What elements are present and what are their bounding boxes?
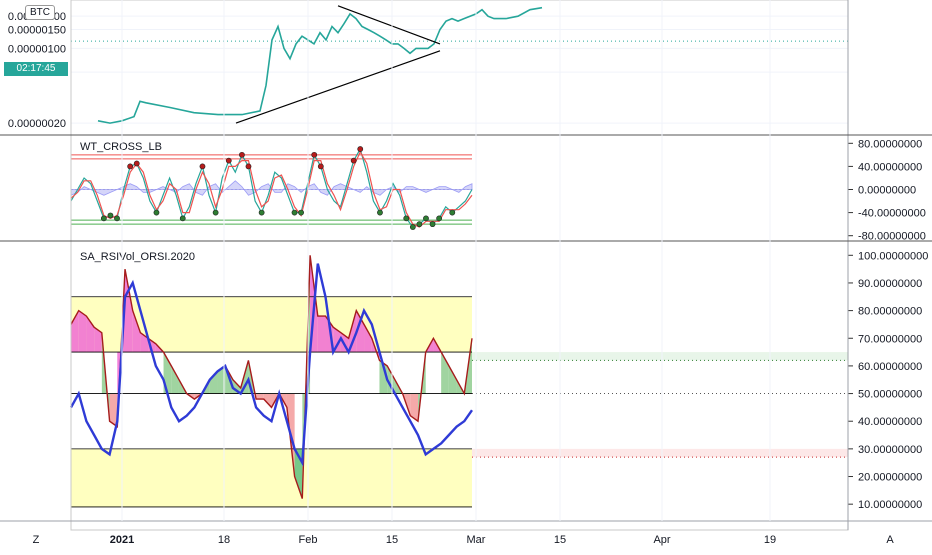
trendline-upper-series <box>337 5 441 45</box>
y-tick-label: 60.00000000 <box>858 361 922 373</box>
pane-title: SA_RSIVol_ORSI.2020 <box>80 251 195 263</box>
x-tick-label: Feb <box>299 534 318 546</box>
y-tick-label: 70.00000000 <box>858 333 922 345</box>
oversold-zone <box>71 448 472 507</box>
rsi-fill <box>94 327 102 353</box>
y-tick-label: 50.00000000 <box>858 389 922 401</box>
rsi-fill <box>171 365 179 394</box>
cross-dot <box>258 209 265 216</box>
y-tick-label: 100.00000000 <box>858 250 928 262</box>
x-axis: 2021 18 Feb 15 Mar 15 Apr 19 Z A <box>33 534 895 546</box>
rsi-fill <box>78 310 87 353</box>
cross-dot <box>127 163 134 170</box>
zoom-button-left[interactable]: Z <box>33 534 40 546</box>
x-tick-label: 19 <box>764 534 776 546</box>
cross-dot <box>225 157 232 164</box>
cross-dot <box>357 146 364 152</box>
cross-dot <box>199 163 206 170</box>
cross-dot <box>423 215 429 222</box>
y-tick-label: -80.00000000 <box>858 231 926 243</box>
rsi-fill <box>348 310 357 353</box>
rsi-fill <box>109 393 118 427</box>
rsi-fill <box>448 365 457 394</box>
cross-dot <box>429 221 436 228</box>
rsi-fill <box>217 365 226 394</box>
x-tick-label: 15 <box>386 534 398 546</box>
cross-dot <box>239 151 245 158</box>
cross-dot <box>311 151 318 158</box>
cross-dot <box>133 160 140 167</box>
auto-scale-button[interactable]: A <box>886 534 894 546</box>
pane-title: WT_CROSS_LB <box>80 141 162 153</box>
cross-dot <box>107 212 114 219</box>
cross-dot <box>449 209 456 216</box>
rsi-line <box>69 263 473 467</box>
cross-dot <box>317 163 324 170</box>
y-tick-label: 10.00000000 <box>858 499 922 511</box>
cross-dot <box>416 221 423 228</box>
y-tick-label: -40.00000000 <box>858 208 926 220</box>
rsi-fill <box>256 393 264 400</box>
oscillator-pane[interactable]: WT_CROSS_LB 80.00000000 40.00000000 0.00000… <box>70 138 926 243</box>
cross-dot <box>350 157 357 164</box>
price-time-tag: 02:17:45 <box>4 62 68 76</box>
x-tick-label: 2021 <box>110 534 134 546</box>
price-series <box>97 6 543 124</box>
rsi-fill <box>132 310 141 353</box>
price-pane[interactable]: 0.000002000.000001500.000001000.00000060… <box>8 5 848 130</box>
y-tick-label: 0.00000100 <box>8 43 66 55</box>
y-tick-label: 80.00000000 <box>858 138 922 150</box>
cross-dot <box>179 215 186 222</box>
cross-dot <box>291 209 298 216</box>
y-tick-label: 0.00000020 <box>8 118 66 130</box>
cross-dot <box>377 209 383 216</box>
cross-dot <box>212 209 219 216</box>
rsi-fill <box>333 327 341 353</box>
x-tick-label: 15 <box>554 534 566 546</box>
y-tick-label: 20.00000000 <box>858 472 922 484</box>
y-tick-label: 40.00000000 <box>858 161 922 173</box>
y-tick-label: 90.00000000 <box>858 278 922 290</box>
rsi-fill <box>209 371 218 394</box>
trendline-lower-series <box>235 50 441 124</box>
rsi-fill <box>263 393 272 408</box>
y-tick-label: 0.00000150 <box>8 25 66 37</box>
cross-dot <box>403 215 410 222</box>
rsi-fill <box>317 316 326 353</box>
rsi-fill <box>387 365 395 394</box>
cross-dot <box>436 215 443 222</box>
x-tick-label: Mar <box>467 534 486 546</box>
x-tick-label: Apr <box>653 534 670 546</box>
cross-dot <box>100 215 107 222</box>
cross-dot <box>245 163 252 170</box>
rsi-line <box>70 255 473 499</box>
y-tick-label: 80.00000000 <box>858 306 922 318</box>
rsi-pane[interactable]: SA_RSIVol_ORSI.2020 100.00000000 90.000000… <box>69 250 928 511</box>
rsi-fill <box>410 393 419 422</box>
y-tick-label: 30.00000000 <box>858 444 922 456</box>
rsi-fill <box>364 324 372 353</box>
cross-dot <box>409 224 416 230</box>
cross-dot <box>298 209 304 216</box>
projection-zone <box>472 352 848 361</box>
symbol-badge[interactable]: BTC <box>25 5 55 20</box>
cross-dot <box>153 209 160 216</box>
x-tick-label: 18 <box>218 534 230 546</box>
cross-dot <box>114 215 120 222</box>
rsi-fill <box>124 269 133 353</box>
y-tick-label: 40.00000000 <box>858 416 922 428</box>
projection-zone <box>472 448 848 458</box>
y-tick-label: 0.00000000 <box>858 185 916 197</box>
